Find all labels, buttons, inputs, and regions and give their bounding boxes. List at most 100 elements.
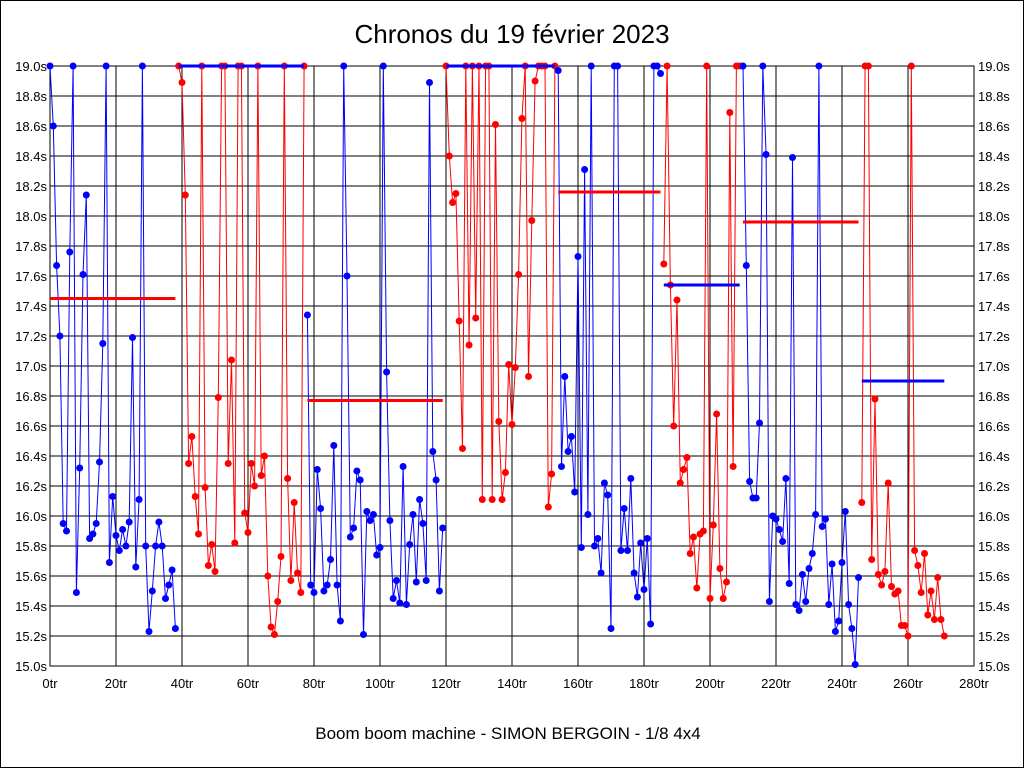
data-point xyxy=(452,190,460,197)
data-point xyxy=(313,466,321,473)
data-point xyxy=(343,272,351,280)
y-tick-label-left: 16.0s xyxy=(15,509,47,524)
data-point xyxy=(181,191,189,199)
data-point xyxy=(132,563,140,571)
data-point xyxy=(643,535,651,542)
data-point xyxy=(683,454,691,461)
data-point xyxy=(393,577,400,584)
y-tick-label-left: 16.6s xyxy=(15,419,47,434)
data-point xyxy=(548,470,556,478)
data-point xyxy=(224,460,232,467)
data-point xyxy=(188,433,196,440)
plot-area xyxy=(46,62,948,668)
data-point xyxy=(208,541,216,548)
y-tick-label-left: 15.4s xyxy=(15,599,47,614)
y-tick-label-left: 16.8s xyxy=(15,389,47,404)
data-point xyxy=(802,598,810,605)
data-point xyxy=(587,62,595,70)
data-point xyxy=(96,458,103,466)
series-line xyxy=(557,65,661,629)
y-tick-label-right: 16.2s xyxy=(978,479,1010,494)
data-point xyxy=(594,535,602,542)
x-tick-label: 100tr xyxy=(365,676,395,691)
data-point xyxy=(155,518,163,526)
data-point xyxy=(350,524,358,532)
data-point xyxy=(752,494,760,502)
data-point xyxy=(379,62,387,70)
data-point xyxy=(815,62,823,70)
y-tick-label-right: 16.4s xyxy=(978,449,1010,464)
data-point xyxy=(53,262,61,269)
data-point xyxy=(531,77,539,85)
data-point xyxy=(775,526,783,533)
data-point xyxy=(567,433,575,440)
data-point xyxy=(56,332,64,340)
data-point xyxy=(241,509,249,517)
data-point xyxy=(706,595,714,602)
data-point xyxy=(138,62,146,70)
data-point xyxy=(600,479,608,487)
data-point xyxy=(402,601,410,608)
data-point xyxy=(798,571,806,578)
data-point xyxy=(789,154,796,161)
data-point xyxy=(419,520,427,527)
data-point xyxy=(686,550,694,557)
data-point xyxy=(69,62,77,70)
data-point xyxy=(699,527,707,535)
data-point xyxy=(340,62,348,70)
data-point xyxy=(782,475,790,482)
data-point xyxy=(508,421,516,428)
data-point xyxy=(525,373,532,380)
data-point xyxy=(914,562,922,569)
data-point xyxy=(937,616,945,623)
data-point xyxy=(211,568,219,575)
data-point xyxy=(228,356,235,364)
data-point xyxy=(795,607,803,614)
y-tick-label-left: 17.6s xyxy=(15,269,47,284)
data-point xyxy=(907,62,915,70)
data-point xyxy=(911,547,919,554)
data-point xyxy=(921,550,928,557)
data-point xyxy=(270,631,278,638)
x-tick-label: 260tr xyxy=(893,676,923,691)
y-tick-label-right: 18.6s xyxy=(978,119,1010,134)
data-point xyxy=(690,533,697,541)
y-tick-label-right: 16.6s xyxy=(978,419,1010,434)
data-point xyxy=(386,517,394,524)
data-point xyxy=(492,121,499,128)
data-point xyxy=(518,115,526,122)
data-point xyxy=(835,617,843,625)
data-point xyxy=(336,617,344,625)
data-point xyxy=(805,565,813,572)
data-point xyxy=(673,296,681,304)
series-run2 xyxy=(175,62,308,638)
data-point xyxy=(828,560,836,568)
data-point xyxy=(185,460,193,467)
y-tick-label-left: 18.2s xyxy=(15,179,47,194)
data-point xyxy=(333,581,341,589)
data-point xyxy=(162,595,169,602)
y-tick-label-right: 15.8s xyxy=(978,539,1010,554)
y-tick-label-right: 15.4s xyxy=(978,599,1010,614)
data-point xyxy=(366,517,374,524)
data-point xyxy=(630,569,638,577)
data-point xyxy=(99,340,107,347)
data-point xyxy=(498,496,506,503)
data-point xyxy=(191,493,199,500)
data-point xyxy=(148,587,156,595)
x-axis-label: Boom boom machine - SIMON BERGOIN - 1/8 … xyxy=(315,724,700,743)
data-point xyxy=(838,559,846,566)
data-point xyxy=(125,518,133,526)
data-point xyxy=(845,601,853,608)
data-point xyxy=(581,166,589,173)
data-point xyxy=(726,109,734,116)
series-run5 xyxy=(554,62,664,632)
data-point xyxy=(779,538,787,545)
data-point xyxy=(360,631,367,638)
data-point xyxy=(505,361,513,368)
data-point xyxy=(831,628,839,635)
data-point xyxy=(676,479,684,487)
data-point xyxy=(59,520,67,527)
x-tick-label: 0tr xyxy=(42,676,58,691)
data-point xyxy=(680,466,688,473)
